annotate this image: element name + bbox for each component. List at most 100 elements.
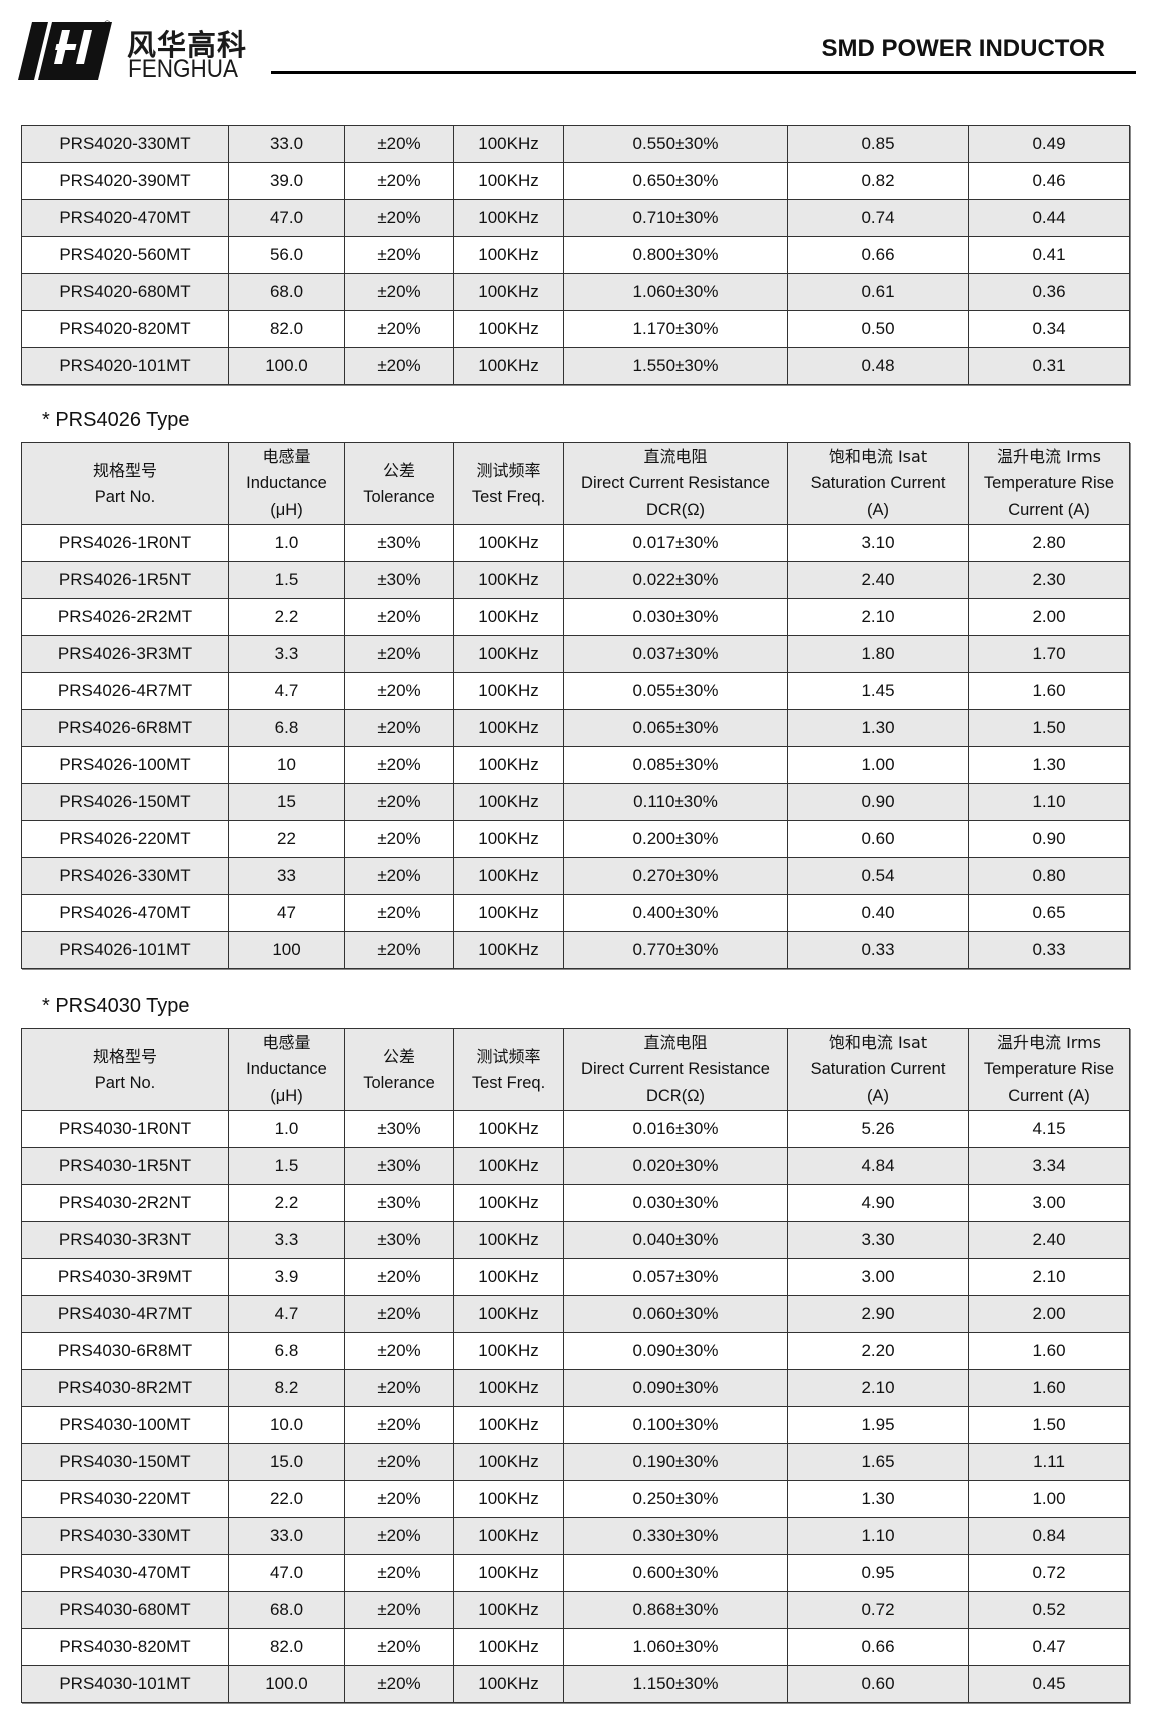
table-cell: 0.550±30% (563, 125, 788, 163)
column-header-cn: 饱和电流 Isat (828, 1033, 928, 1052)
table-cell: 1.550±30% (563, 347, 788, 385)
table-cell: ±20% (344, 236, 454, 274)
column-header-en: Inductance (246, 474, 327, 492)
table-cell: 2.90 (787, 1295, 969, 1333)
column-header-en: Temperature Rise (983, 1060, 1115, 1078)
table-cell: 100 (228, 931, 345, 969)
column-header-en: Test Freq. (471, 487, 546, 506)
table-cell: 1.10 (787, 1517, 969, 1555)
table-cell: 100KHz (453, 199, 564, 237)
table-cell: PRS4020-101MT (21, 347, 229, 385)
brand-name-cn: 风华高科 (127, 28, 248, 62)
column-header: 规格型号 Part No. (21, 442, 229, 525)
table-cell: ±30% (344, 1184, 454, 1222)
table-cell: 0.270±30% (563, 857, 788, 895)
table-cell: 2.40 (968, 1221, 1130, 1259)
table-cell: 4.15 (968, 1110, 1130, 1148)
table-cell: PRS4026-470MT (21, 894, 229, 932)
table-cell: 0.600±30% (563, 1554, 788, 1592)
table-cell: 100KHz (453, 1258, 564, 1296)
table-cell: 2.10 (787, 1369, 969, 1407)
table-cell: 0.72 (787, 1591, 969, 1629)
table-cell: 0.33 (968, 931, 1130, 969)
table-cell: 100KHz (453, 310, 564, 348)
table-cell: 15 (228, 783, 345, 821)
table-cell: 0.400±30% (563, 894, 788, 932)
spec-table-prs4026: 规格型号 Part No. 电感量 Inductance (μH) 公差 Tolerance… (21, 442, 1130, 969)
table-cell: 100KHz (453, 672, 564, 710)
table-cell: ±20% (344, 746, 454, 784)
table-cell: 0.95 (787, 1554, 969, 1592)
table-row: PRS4026-150MT 15 ±20% 100KHz 0.110±30% 0.90 1.… (21, 783, 1130, 821)
table-cell: 1.60 (968, 1332, 1130, 1370)
table-cell: ±20% (344, 1443, 454, 1481)
table-cell: 0.090±30% (563, 1332, 788, 1370)
table-cell: ±20% (344, 598, 454, 636)
table-row: PRS4020-470MT 47.0 ±20% 100KHz 0.710±30% 0.74… (21, 199, 1130, 237)
table-cell: ±20% (344, 894, 454, 932)
table-cell: 1.060±30% (563, 273, 788, 311)
table-cell: 100.0 (228, 1665, 345, 1703)
table-cell: ±20% (344, 310, 454, 348)
table-row: PRS4026-330MT 33 ±20% 100KHz 0.270±30% 0.54 0.… (21, 857, 1130, 895)
table-cell: 0.82 (787, 162, 969, 200)
table-cell: ±20% (344, 1258, 454, 1296)
table-cell: PRS4020-330MT (21, 125, 229, 163)
table-cell: 47.0 (228, 199, 345, 237)
table-cell: 0.31 (968, 347, 1130, 385)
table-cell: 1.80 (787, 635, 969, 673)
column-header-en: DCR(Ω) (645, 501, 706, 519)
table-row: PRS4026-4R7MT 4.7 ±20% 100KHz 0.055±30% 1.45 1… (21, 672, 1130, 710)
table-cell: 1.170±30% (563, 310, 788, 348)
table-cell: 10 (228, 746, 345, 784)
table-cell: PRS4020-470MT (21, 199, 229, 237)
table-cell: 0.030±30% (563, 1184, 788, 1222)
column-header-cn: 测试频率 (476, 1046, 541, 1066)
table-cell: PRS4020-560MT (21, 236, 229, 274)
table-cell: ±30% (344, 524, 454, 562)
table-cell: 1.0 (228, 1110, 345, 1148)
table-cell: 2.10 (787, 598, 969, 636)
table-cell: ±20% (344, 1665, 454, 1703)
table-cell: 0.41 (968, 236, 1130, 274)
table-cell: 39.0 (228, 162, 345, 200)
table-cell: 0.90 (787, 783, 969, 821)
table-cell: ±30% (344, 1221, 454, 1259)
table-cell: 0.90 (968, 820, 1130, 858)
table-cell: 0.60 (787, 1665, 969, 1703)
table-cell: 47.0 (228, 1554, 345, 1592)
table-cell: ±20% (344, 1591, 454, 1629)
table-cell: PRS4030-680MT (21, 1591, 229, 1629)
column-header: 直流电阻 Direct Current Resistance DCR(Ω) (563, 442, 788, 525)
table-cell: PRS4026-220MT (21, 820, 229, 858)
table-cell: 100KHz (453, 273, 564, 311)
column-header: 电感量 Inductance (μH) (228, 442, 345, 525)
table-cell: 1.150±30% (563, 1665, 788, 1703)
table-cell: 0.33 (787, 931, 969, 969)
table-cell: 100KHz (453, 709, 564, 747)
table-cell: 10.0 (228, 1406, 345, 1444)
column-header-cn: 测试频率 (476, 460, 541, 480)
table-cell: 0.040±30% (563, 1221, 788, 1259)
column-header-en: Current (A) (1008, 1087, 1090, 1105)
table-cell: 3.9 (228, 1258, 345, 1296)
table-cell: 0.868±30% (563, 1591, 788, 1629)
table-cell: PRS4030-1R5NT (21, 1147, 229, 1185)
table-cell: 1.00 (968, 1480, 1130, 1518)
table-cell: PRS4026-3R3MT (21, 635, 229, 673)
table-cell: 100KHz (453, 635, 564, 673)
table-cell: 0.055±30% (563, 672, 788, 710)
column-header-en: Part No. (94, 1073, 156, 1092)
column-header-en: (A) (867, 501, 889, 519)
registered-mark: ® (104, 19, 111, 29)
table-cell: 1.5 (228, 1147, 345, 1185)
column-header: 饱和电流 Isat Saturation Current (A) (787, 1028, 969, 1111)
column-header-cn: 规格型号 (92, 460, 157, 480)
table-cell: 0.74 (787, 199, 969, 237)
table-cell: 0.85 (787, 125, 969, 163)
table-cell: 1.45 (787, 672, 969, 710)
table-cell: 100KHz (453, 1369, 564, 1407)
table-cell: ±20% (344, 273, 454, 311)
table-cell: 0.61 (787, 273, 969, 311)
column-header: 温升电流 Irms Temperature Rise Current (A) (968, 442, 1130, 525)
